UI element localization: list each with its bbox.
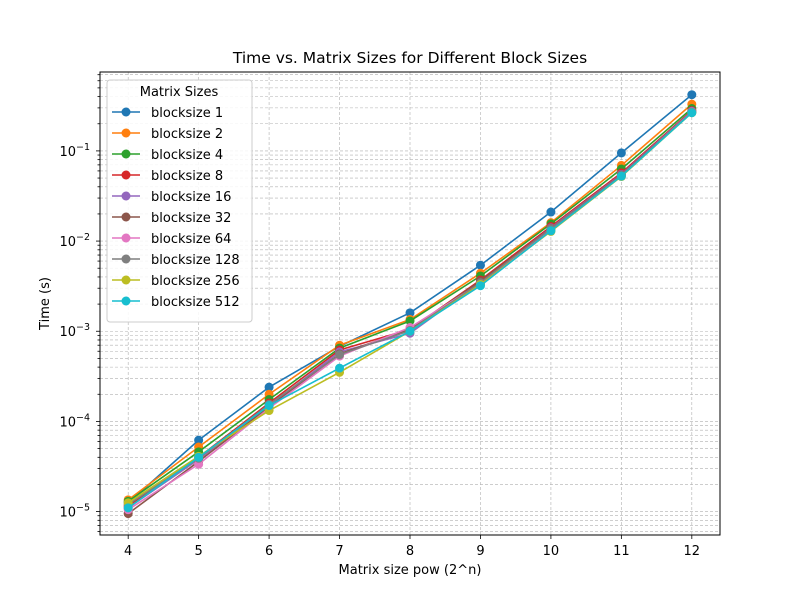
legend-item: blocksize 8 (112, 169, 223, 184)
y-axis-ticks: 10−5 10−4 10−3 10−2 10−1 (59, 74, 100, 532)
y-tick-label: 10−5 (59, 503, 90, 521)
x-tick-label: 10 (543, 544, 560, 559)
data-point (264, 382, 274, 392)
legend-item: blocksize 2 (112, 127, 223, 142)
data-point (405, 326, 415, 336)
legend-marker (121, 149, 131, 159)
y-tick-label: 10−3 (59, 322, 90, 340)
legend-item: blocksize 32 (112, 211, 231, 226)
y-tick-label: 10−2 (59, 232, 90, 250)
legend-item: blocksize 64 (112, 232, 231, 247)
legend-marker (121, 233, 131, 243)
data-point (405, 308, 415, 318)
x-tick-label: 11 (613, 544, 630, 559)
legend-title: Matrix Sizes (140, 85, 219, 100)
legend-label: blocksize 256 (151, 274, 240, 289)
legend-marker (121, 191, 131, 201)
legend-label: blocksize 2 (151, 127, 223, 142)
data-point (335, 363, 345, 373)
data-point (475, 281, 485, 291)
data-point (405, 316, 415, 326)
data-point (546, 226, 556, 236)
x-tick-label: 7 (335, 544, 343, 559)
legend-item: blocksize 256 (112, 274, 240, 289)
series-blocksize-512 (123, 108, 697, 513)
data-point (123, 503, 133, 513)
x-tick-label: 5 (194, 544, 202, 559)
legend-box (106, 79, 253, 323)
legend-item: blocksize 16 (112, 190, 231, 205)
legend-items: blocksize 1 blocksize 2 blocksize 4 blocksi… (112, 106, 240, 310)
legend-marker (121, 212, 131, 222)
data-point (475, 260, 485, 270)
series-layer (123, 90, 697, 519)
legend-marker (121, 275, 131, 285)
data-point (616, 171, 626, 181)
legend-item: blocksize 512 (112, 295, 240, 310)
data-point (546, 207, 556, 217)
x-tick-label: 4 (124, 544, 132, 559)
y-tick-label: 10−1 (59, 142, 90, 160)
legend-marker (121, 296, 131, 306)
y-axis-label: Time (s) (38, 277, 53, 331)
y-tick-label: 10−4 (59, 412, 90, 430)
legend-item: blocksize 1 (112, 106, 223, 121)
x-tick-label: 6 (265, 544, 273, 559)
x-axis-label: Matrix size pow (2^n) (339, 563, 482, 578)
legend-label: blocksize 128 (151, 253, 240, 268)
legend-marker (121, 107, 131, 117)
legend-item: blocksize 4 (112, 148, 223, 163)
x-tick-label: 8 (406, 544, 414, 559)
x-axis-ticks: 4 5 6 7 8 9 10 11 12 (124, 535, 700, 559)
legend-marker (121, 254, 131, 264)
x-tick-label: 12 (684, 544, 701, 559)
legend-label: blocksize 1 (151, 106, 223, 121)
data-point (687, 108, 697, 118)
data-point (194, 435, 204, 445)
data-point (687, 90, 697, 100)
data-point (616, 148, 626, 158)
data-point (335, 350, 345, 360)
legend-label: blocksize 512 (151, 295, 240, 310)
chart-title: Time vs. Matrix Sizes for Different Bloc… (232, 49, 587, 67)
data-point (194, 452, 204, 462)
legend-label: blocksize 64 (151, 232, 231, 247)
legend-label: blocksize 8 (151, 169, 223, 184)
legend-marker (121, 128, 131, 138)
legend-marker (121, 170, 131, 180)
legend-label: blocksize 16 (151, 190, 231, 205)
legend-item: blocksize 128 (112, 253, 240, 268)
legend-label: blocksize 32 (151, 211, 231, 226)
legend-label: blocksize 4 (151, 148, 223, 163)
grid (100, 72, 720, 535)
data-point (264, 401, 274, 411)
x-tick-label: 9 (476, 544, 484, 559)
